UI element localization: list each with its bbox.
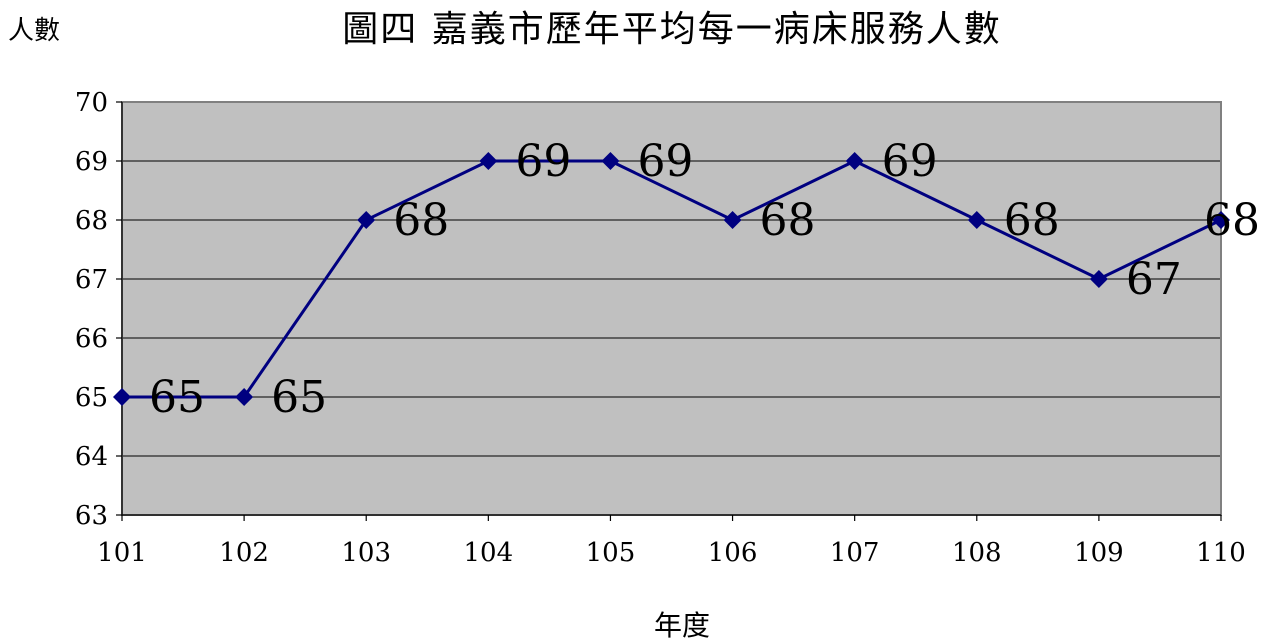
x-tick-label: 103 [341,538,391,568]
data-label: 67 [1126,254,1182,305]
y-axis-label: 人數 [8,16,61,46]
grid-lines [122,160,1221,457]
x-tick-label: 110 [1196,538,1246,568]
y-tick-label: 68 [75,206,108,236]
y-ticks: 63 64 65 66 67 68 69 70 [75,88,122,531]
y-tick-label: 69 [75,147,108,177]
data-label: 68 [393,195,449,246]
data-label: 65 [271,372,327,423]
data-point [1089,270,1108,288]
data-label: 69 [515,136,571,187]
y-tick-label: 66 [75,324,108,354]
x-tick-label: 106 [708,538,758,568]
y-tick-label: 67 [75,265,108,295]
data-label: 69 [882,136,938,187]
data-label: 68 [1004,195,1060,246]
data-label: 65 [149,372,205,423]
y-tick-label: 65 [75,383,108,413]
x-tick-label: 109 [1074,538,1124,568]
x-tick-label: 108 [952,538,1002,568]
x-ticks: 101 102 103 104 105 106 107 108 109 110 [97,515,1246,568]
series-line [122,159,1222,399]
x-tick-label: 104 [464,538,514,568]
x-tick-label: 102 [219,538,269,568]
data-point [113,388,131,406]
chart-title: 圖四 嘉義市歷年平均每一病床服務人數 [342,9,1002,50]
data-point [357,211,376,229]
y-tick-label: 70 [75,88,108,118]
x-tick-label: 107 [830,538,880,568]
data-point [235,388,254,406]
y-tick-label: 63 [75,501,108,531]
x-axis-label: 年度 [653,609,710,642]
data-point [1212,211,1230,229]
data-point [601,152,620,170]
y-tick-label: 64 [75,442,108,472]
data-point [479,152,498,170]
x-tick-label: 105 [586,538,636,568]
data-label: 68 [760,195,816,246]
data-point [723,211,742,229]
data-label: 69 [637,136,693,187]
x-tick-label: 101 [97,538,147,568]
data-labels: 65 65 68 69 69 68 69 68 67 68 [149,136,1260,423]
data-markers [113,152,1230,406]
data-label: 68 [1204,195,1260,246]
data-point [967,211,986,229]
data-point [845,152,864,170]
